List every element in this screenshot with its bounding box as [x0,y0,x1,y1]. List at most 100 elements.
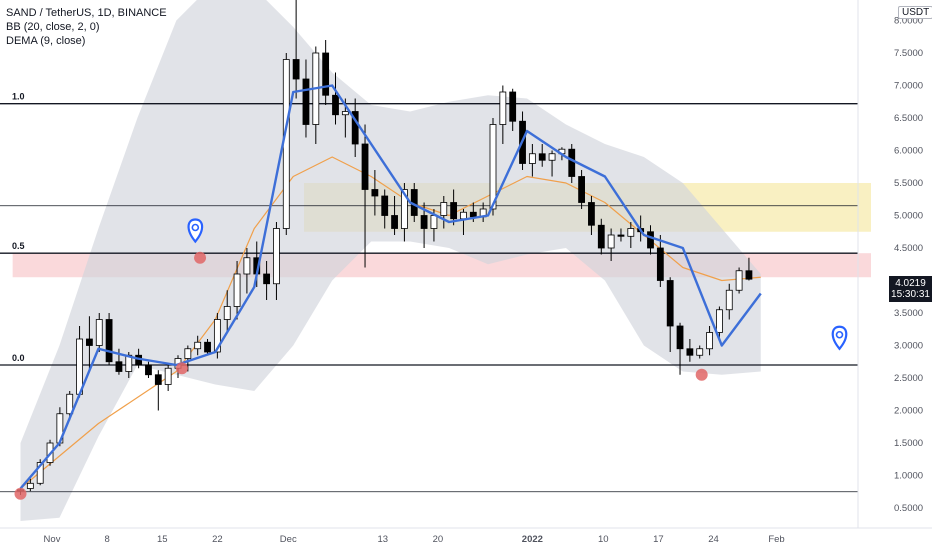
candle [76,338,83,395]
candle [676,325,684,350]
candle [686,348,694,356]
candle [322,52,330,96]
candle [66,393,74,415]
x-tick-label: 8 [104,534,109,545]
y-tick-label: 3.5000 [894,308,923,319]
candle [666,280,674,327]
y-tick-label: 1.5000 [894,438,923,449]
candle [578,176,585,203]
x-tick-label: 17 [653,534,664,545]
candle [351,111,359,145]
candle [26,482,34,489]
legend-symbol[interactable]: SAND / TetherUS, 1D, BINANCE [6,7,167,19]
candle [696,348,704,356]
y-tick-label: 2.0000 [894,406,923,417]
candle [302,78,310,125]
legend-bb[interactable]: BB (20, close, 2, 0) [6,21,100,33]
y-tick-label: 3.0000 [894,341,923,352]
candle [154,374,162,385]
candle [204,341,211,353]
candle [194,341,202,350]
y-tick-label: 8.0000 [894,16,923,27]
candle [213,319,221,353]
candle [656,247,664,281]
y-tick-label: 1.0000 [894,471,923,482]
candle [627,228,635,237]
red-marker-dot [14,487,27,500]
x-tick-label: Dec [280,534,297,545]
x-tick-label: Feb [768,534,784,545]
y-tick-label: 4.5000 [894,243,923,254]
candle [36,462,44,484]
candle [263,273,270,285]
candle [164,367,172,385]
candle [243,257,251,275]
y-tick-label: 7.5000 [894,48,923,59]
legend: SAND / TetherUS, 1D, BINANCE BB (20, clo… [6,6,167,48]
candle [332,94,339,116]
y-tick-label: 5.0000 [894,211,923,222]
red-marker-dot [194,251,207,264]
candle [568,148,576,177]
candle [391,215,398,229]
candle [607,234,615,249]
candle [538,153,546,161]
candle [706,332,713,350]
red-marker-dot [175,362,188,375]
x-tick-label: 13 [377,534,388,545]
candle [548,153,556,161]
candle [184,348,192,359]
candle [716,309,723,333]
candle [489,124,497,210]
x-tick-label: Nov [44,534,61,545]
candle [647,231,654,249]
candle [282,59,290,229]
legend-dema[interactable]: DEMA (9, close) [6,35,86,47]
candle [420,215,428,229]
candle [145,364,152,376]
candle [233,273,241,307]
candle [430,215,438,229]
location-pin-dot [191,223,200,232]
candle [617,234,625,237]
candle [440,202,448,216]
red-marker-dot [695,368,708,381]
x-tick-label: 22 [212,534,223,545]
candle [735,270,743,291]
countdown: 15:30:31 [891,289,930,300]
candle [361,143,369,190]
bollinger-band [20,0,761,521]
candle [450,202,458,220]
x-tick-label: 10 [598,534,609,545]
candle [460,211,467,220]
candle [115,361,123,372]
candle [499,91,507,125]
y-tick-label: 2.5000 [894,373,923,384]
y-tick-label: 6.5000 [894,113,923,124]
candle [469,211,477,218]
candle [105,319,113,363]
candle [509,91,517,122]
candle [745,270,753,280]
y-tick-label: 5.5000 [894,178,923,189]
currency-badge[interactable]: USDT [898,6,932,19]
x-tick-label: 2022 [522,534,543,545]
candle [597,224,605,249]
x-tick-label: 24 [708,534,719,545]
y-tick-label: 6.0000 [894,146,923,157]
last-price: 4.0219 [895,278,926,289]
last-price-tag: 4.0219 15:30:31 [889,276,932,302]
candle [223,306,231,320]
candle [381,195,389,216]
candle [588,202,595,226]
candle [95,319,103,346]
y-tick-label: 0.5000 [894,503,923,514]
x-tick-label: 15 [157,534,168,545]
fib-label-2: 0.0 [12,353,25,363]
fib-label-0: 1.0 [12,92,25,102]
candle [725,289,733,311]
fib-label-1: 0.5 [12,241,25,251]
y-tick-label: 7.0000 [894,81,923,92]
